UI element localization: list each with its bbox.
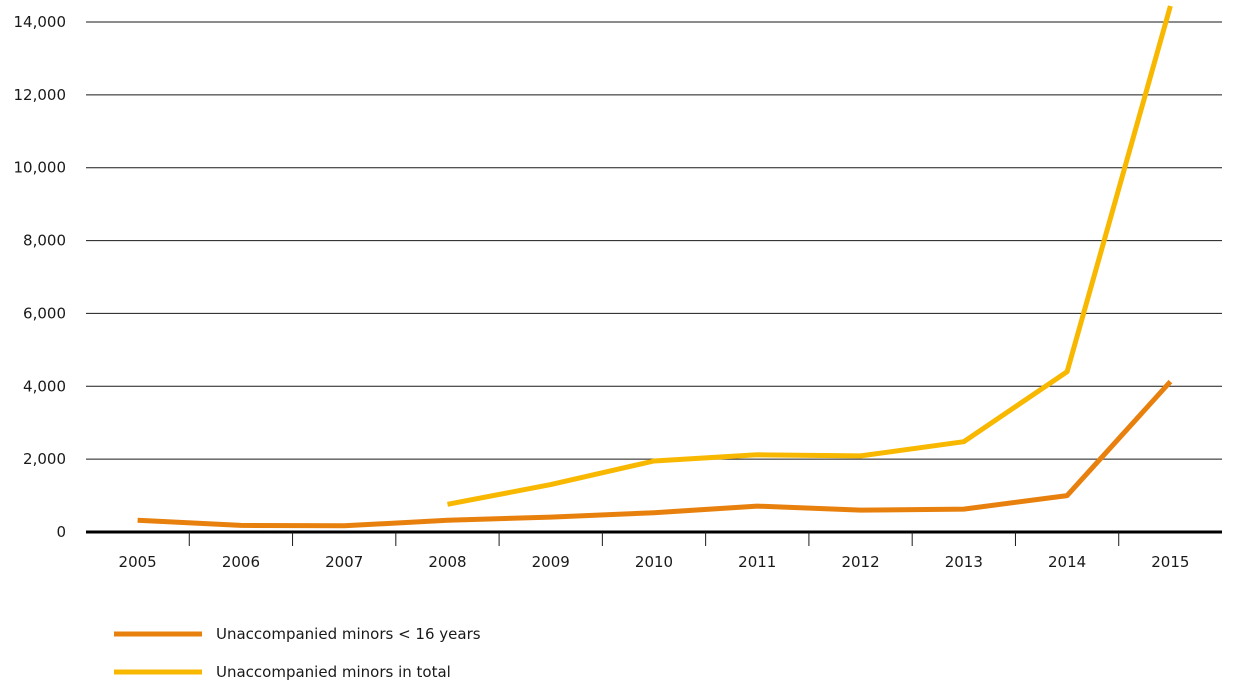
y-tick-label: 2,000 xyxy=(23,450,66,468)
x-tick-label: 2010 xyxy=(635,553,673,571)
x-tick-label: 2009 xyxy=(532,553,570,571)
x-axis: 2005 2006 2007 2008 2009 2010 2011 2012 2013 2014… xyxy=(119,532,1189,571)
y-tick-label: 6,000 xyxy=(23,304,66,322)
x-tick-label: 2012 xyxy=(841,553,879,571)
legend-label-1: Unaccompanied minors in total xyxy=(216,663,451,681)
y-tick-label: 10,000 xyxy=(14,159,67,177)
legend: Unaccompanied minors < 16 years Unaccompa… xyxy=(114,625,481,681)
y-tick-label: 8,000 xyxy=(23,232,66,250)
x-tick-label: 2007 xyxy=(325,553,363,571)
x-tick-label: 2013 xyxy=(945,553,983,571)
x-tick-label: 2005 xyxy=(119,553,157,571)
x-tick-label: 2011 xyxy=(738,553,776,571)
x-tick-label: 2014 xyxy=(1048,553,1086,571)
x-tick-label: 2006 xyxy=(222,553,260,571)
series-line-0 xyxy=(137,379,1173,529)
y-axis-tick-labels: 0 2,000 4,000 6,000 8,000 10,000 12,000 14,000 xyxy=(14,13,67,541)
series-line-1 xyxy=(447,5,1173,507)
x-tick-label: 2015 xyxy=(1151,553,1189,571)
legend-label-0: Unaccompanied minors < 16 years xyxy=(216,625,481,643)
series-lines xyxy=(137,5,1173,529)
y-tick-label: 14,000 xyxy=(14,13,67,31)
y-tick-label: 0 xyxy=(56,523,66,541)
y-tick-label: 12,000 xyxy=(14,86,67,104)
y-tick-label: 4,000 xyxy=(23,377,66,395)
gridlines xyxy=(86,21,1222,534)
x-tick-label: 2008 xyxy=(428,553,466,571)
